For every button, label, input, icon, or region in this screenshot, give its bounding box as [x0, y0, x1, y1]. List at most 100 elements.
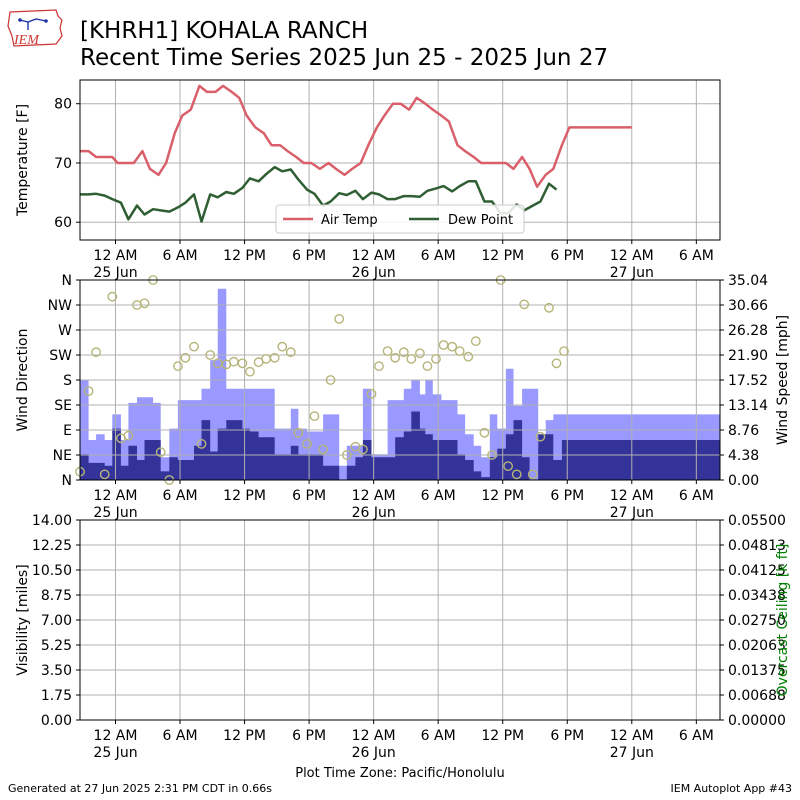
app-footer: IEM Autoplot App #43 — [670, 782, 793, 795]
wind-speed-ytick-label: 30.66 — [728, 298, 768, 314]
wind-speed-ytick-label: 26.28 — [728, 323, 768, 339]
wind-speed-bars — [80, 411, 720, 480]
wind-dir-ytick-label: N — [62, 473, 72, 489]
wind-dir-point — [551, 358, 562, 369]
wind-dir-point — [180, 352, 191, 363]
wind-dir-point — [382, 346, 393, 356]
wind-dir-point — [511, 469, 522, 480]
wind-dir-ytick-label: N — [62, 273, 72, 289]
wind-speed-ytick-label: 35.04 — [728, 273, 768, 289]
panel-3-xtick-label: 12 AM — [352, 728, 396, 744]
legend-dew-point-label: Dew Point — [448, 213, 513, 228]
wind-dir-point — [244, 366, 255, 377]
panel-3-ylabel: Visibility [miles] — [15, 564, 31, 675]
generated-footer: Generated at 27 Jun 2025 2:31 PM CDT in … — [8, 782, 273, 795]
legend-air-temp-label: Air Temp — [321, 213, 378, 228]
ceiling-ytick-label: 0.00000 — [728, 713, 786, 729]
panel-1-xtick-label: 6 AM — [679, 248, 714, 264]
wind-dir-point — [285, 347, 296, 358]
panel-1-xtick-label: 12 AM — [352, 248, 396, 264]
panel-3-xtick-label: 12 PM — [223, 728, 266, 744]
wind-dir-point — [293, 427, 304, 438]
panel-2-xtick-label: 6 PM — [292, 488, 326, 504]
wind-dir-point — [374, 361, 384, 371]
vis-ytick-label: 10.50 — [32, 563, 72, 579]
logo-text: IEM — [13, 33, 40, 48]
panel-1-xtick-date: 27 Jun — [610, 265, 654, 281]
chart-subtitle: Recent Time Series 2025 Jun 25 - 2025 Ju… — [80, 45, 609, 71]
temp-legend — [275, 204, 525, 234]
panel-2-xtick-label: 6 AM — [679, 488, 714, 504]
wind-dir-point — [414, 348, 425, 359]
wind-dir-point — [325, 375, 336, 385]
panel-1-xtick-label: 6 PM — [550, 248, 584, 264]
wind-dir-point — [172, 361, 183, 371]
panel-1-ylabel: Temperature [F] — [15, 104, 31, 217]
panel-1-xtick-label: 12 AM — [610, 248, 654, 264]
panel-2-xtick-label: 12 PM — [223, 488, 266, 504]
panel-3-y2label: Overcast Ceiling [k ft] — [775, 544, 791, 697]
wind-dir-point — [357, 444, 368, 455]
panel-2-frame — [79, 279, 721, 481]
wind-dir-point — [487, 450, 497, 460]
wind-dir-ytick-label: S — [63, 373, 72, 389]
wind-dir-point — [503, 461, 513, 471]
ceiling-ytick-label: 0.01375 — [728, 663, 786, 679]
panel-3-xtick-date: 25 Jun — [93, 745, 137, 761]
wind-dir-point — [318, 444, 328, 455]
vis-ytick-label: 8.75 — [41, 588, 72, 604]
wind-dir-point — [334, 313, 345, 324]
vis-ytick-label: 12.25 — [32, 538, 72, 554]
wind-dir-point — [470, 336, 481, 346]
wind-dir-ytick-label: NE — [53, 448, 72, 464]
timezone-label: Plot Time Zone: Pacific/Honolulu — [295, 766, 505, 781]
panel-3-xtick-label: 12 PM — [481, 728, 524, 744]
wind-dir-point — [83, 386, 94, 396]
ceiling-ytick-label: 0.04813 — [728, 538, 786, 554]
wind-dir-point — [431, 353, 441, 364]
panel-1-xtick-label: 12 PM — [223, 248, 266, 264]
wind-dir-point — [261, 353, 271, 364]
wind-speed-ytick-label: 8.76 — [728, 423, 759, 439]
panel-3-xtick-label: 12 AM — [610, 728, 654, 744]
wind-dir-point — [139, 298, 150, 309]
ceiling-ytick-label: 0.02063 — [728, 638, 786, 654]
wind-dir-point — [535, 431, 546, 442]
wind-dir-point — [366, 388, 377, 399]
vis-ytick-label: 5.25 — [41, 638, 72, 654]
vis-ytick-label: 14.00 — [32, 513, 72, 529]
panel-2-xtick-label: 12 PM — [481, 488, 524, 504]
panel-3-xtick-date: 27 Jun — [610, 745, 654, 761]
wind-dir-point — [447, 341, 458, 352]
panel-3-xtick-date: 26 Jun — [352, 745, 396, 761]
wind-dir-point — [309, 411, 320, 421]
vis-ytick-label: 3.50 — [41, 663, 72, 679]
wind-dir-point — [155, 447, 166, 458]
panel-1-xtick-label: 12 AM — [94, 248, 138, 264]
wind-dir-ytick-label: W — [58, 323, 72, 339]
ceiling-ytick-label: 0.05500 — [728, 513, 786, 529]
wind-dir-point — [479, 427, 490, 438]
wind-dir-point — [519, 299, 530, 310]
panel-2-xtick-date: 27 Jun — [610, 505, 654, 521]
panel-2-y2label: Wind Speed [mph] — [775, 315, 791, 445]
wind-dir-point — [269, 352, 280, 363]
panel-3-xtick-label: 6 PM — [550, 728, 584, 744]
panel-2-xtick-date: 25 Jun — [93, 505, 137, 521]
wind-dir-ytick-label: E — [63, 423, 72, 439]
ceiling-ytick-label: 0.02750 — [728, 613, 786, 629]
vis-ytick-label: 0.00 — [41, 713, 72, 729]
panel-2-xtick-label: 12 AM — [610, 488, 654, 504]
wind-dir-point — [438, 340, 449, 350]
panel-3-xtick-label: 12 AM — [94, 728, 138, 744]
panel-3-xtick-label: 6 PM — [292, 728, 326, 744]
panel-1-xtick-label: 6 AM — [421, 248, 456, 264]
wind-dir-point — [91, 347, 102, 358]
wind-dir-point — [277, 341, 288, 352]
wind-dir-point — [559, 346, 569, 356]
wind-dir-point — [196, 438, 207, 449]
panel-2-xtick-label: 6 PM — [550, 488, 584, 504]
wind-dir-point — [123, 430, 134, 441]
panel-3-xtick-label: 6 AM — [679, 728, 714, 744]
panel-1-xtick-date: 26 Jun — [352, 265, 396, 281]
